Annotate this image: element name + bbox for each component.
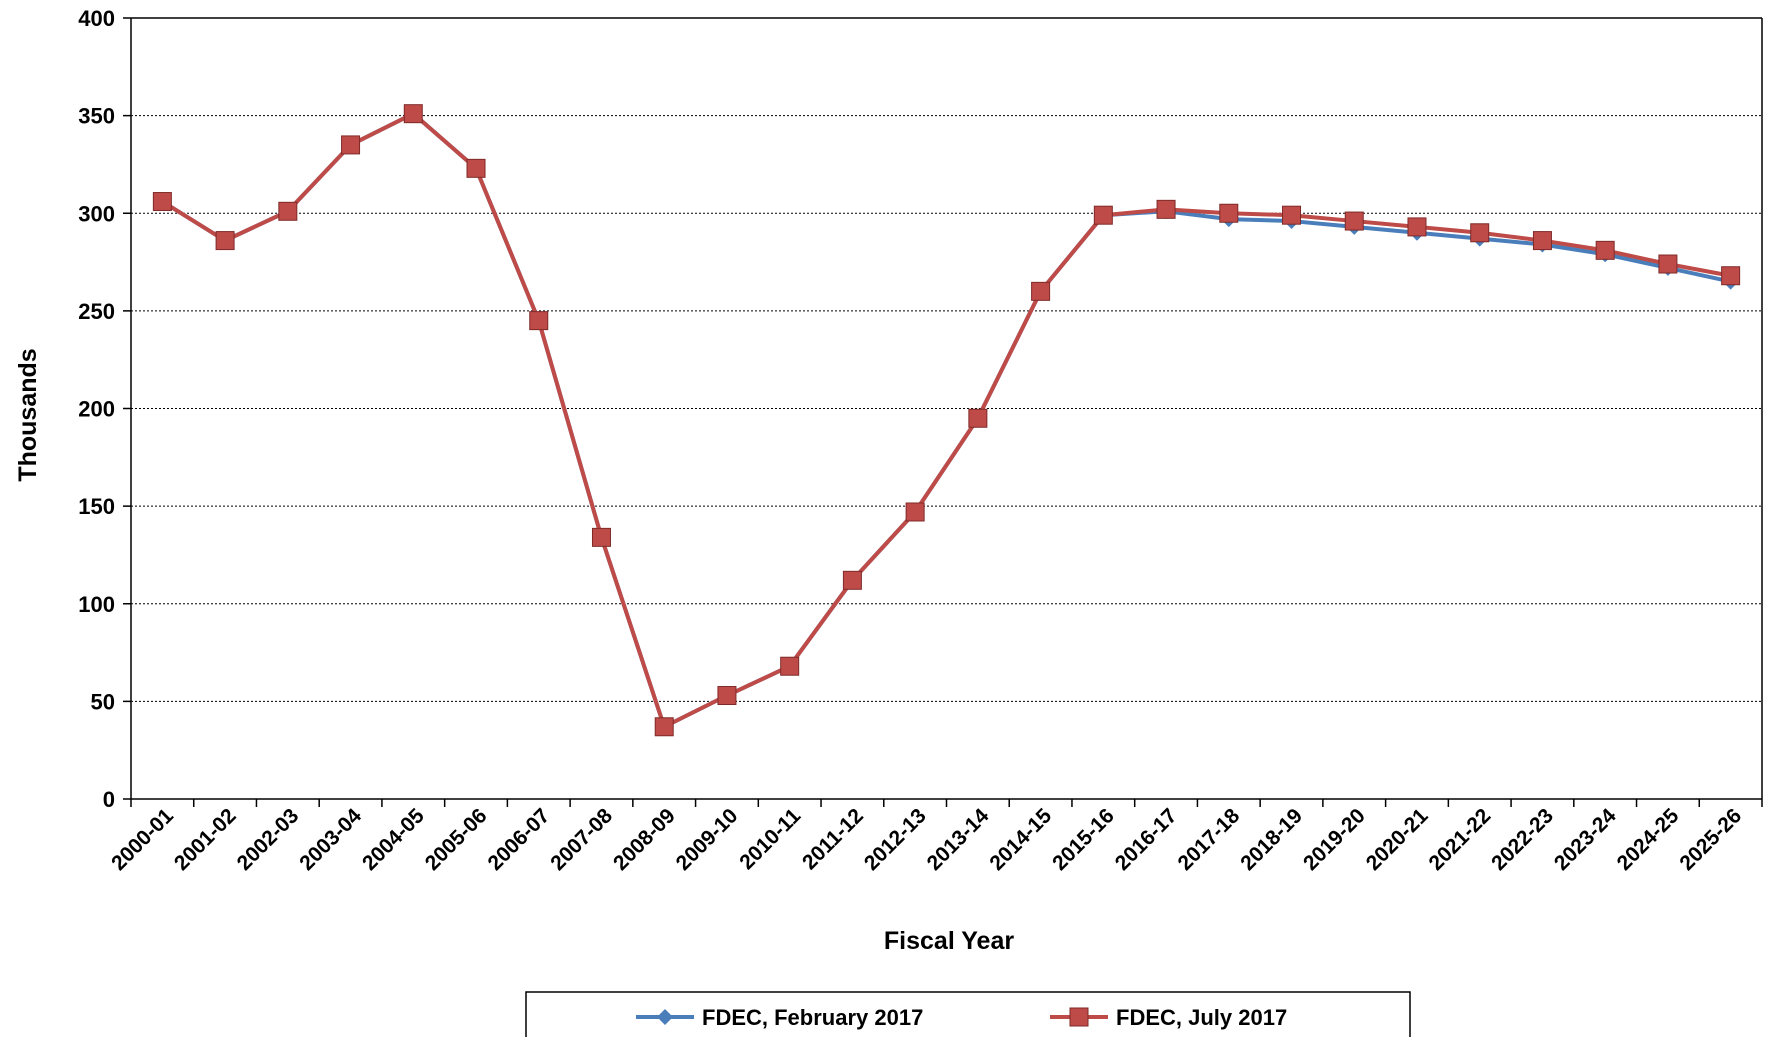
y-tick-label: 200	[78, 397, 115, 422]
data-point	[1344, 211, 1364, 231]
data-point	[1532, 231, 1552, 251]
data-point	[968, 408, 988, 428]
series-line	[161, 111, 1732, 729]
data-point	[1282, 205, 1302, 225]
data-point	[1031, 281, 1051, 301]
data-point	[654, 717, 674, 737]
y-tick-label: 400	[78, 6, 115, 31]
series-1	[154, 105, 1739, 735]
x-tick-label: 2015-16	[1048, 804, 1119, 875]
y-axis-ticks: 0 50 100 150 200 250 300 350 400	[78, 6, 131, 812]
series-group	[152, 104, 1741, 737]
y-tick-label: 250	[78, 299, 115, 324]
x-tick-label: 2007-08	[546, 804, 617, 875]
data-point	[466, 158, 486, 178]
x-tick-label: 2014-15	[985, 804, 1056, 875]
x-tick-label: 2017-18	[1174, 804, 1245, 875]
legend-box	[525, 991, 1411, 1037]
data-point	[842, 570, 862, 590]
data-point	[780, 656, 800, 676]
series-line	[161, 111, 1732, 729]
x-tick-label: 2018-19	[1236, 804, 1307, 875]
x-tick-label: 2023-24	[1550, 804, 1621, 875]
legend-item: FDEC, February 2017	[636, 1005, 923, 1030]
x-tick-label: 2004-05	[358, 804, 429, 875]
x-tick-label: 2011-12	[798, 804, 868, 874]
legend: FDEC, February 2017 FDEC, July 2017	[525, 991, 1411, 1037]
y-tick-label: 150	[78, 494, 115, 519]
legend-label: FDEC, February 2017	[702, 1005, 923, 1030]
data-point	[1721, 266, 1741, 286]
data-point	[341, 135, 361, 155]
data-point	[1219, 203, 1239, 223]
data-point	[529, 311, 549, 331]
x-tick-label: 2006-07	[484, 804, 555, 875]
x-tick-label: 2013-14	[923, 804, 994, 875]
x-tick-label: 2003-04	[295, 804, 366, 875]
gridlines	[131, 17, 1762, 702]
data-point	[717, 686, 737, 706]
x-axis-ticks: 2000-012001-022002-032003-042004-052005-…	[107, 799, 1763, 875]
data-point	[591, 527, 611, 547]
x-tick-label: 2025-26	[1675, 804, 1746, 875]
data-point	[403, 104, 423, 124]
x-tick-label: 2021-22	[1424, 804, 1495, 875]
data-point	[1658, 254, 1678, 274]
x-tick-label: 2002-03	[233, 804, 304, 875]
y-tick-label: 0	[103, 787, 115, 812]
x-axis-title: Fiscal Year	[884, 927, 1014, 955]
x-tick-label: 2016-17	[1111, 804, 1182, 875]
x-tick-label: 2001-02	[170, 804, 241, 875]
y-tick-label: 100	[78, 592, 115, 617]
series-2	[152, 104, 1741, 737]
x-tick-label: 2010-11	[735, 804, 805, 874]
data-point	[1093, 205, 1113, 225]
x-tick-label: 2000-01	[107, 804, 178, 875]
y-tick-label: 300	[78, 201, 115, 226]
legend-label: FDEC, July 2017	[1116, 1005, 1287, 1030]
data-point	[278, 201, 298, 221]
data-point	[1156, 199, 1176, 219]
x-tick-label: 2012-13	[860, 804, 931, 875]
x-tick-label: 2020-21	[1362, 804, 1433, 875]
x-tick-label: 2008-09	[609, 804, 680, 875]
data-point	[215, 231, 235, 251]
x-tick-label: 2009-10	[672, 804, 743, 875]
data-point	[657, 1009, 673, 1025]
y-tick-label: 50	[91, 689, 115, 714]
data-point	[905, 502, 925, 522]
legend-item: FDEC, July 2017	[1050, 1005, 1287, 1030]
data-point	[1470, 223, 1490, 243]
x-tick-label: 2022-23	[1487, 804, 1558, 875]
y-axis-title: Thousands	[14, 348, 42, 481]
data-point	[1407, 217, 1427, 237]
y-tick-label: 350	[78, 104, 115, 129]
x-tick-label: 2005-06	[421, 804, 492, 875]
x-tick-label: 2024-25	[1613, 804, 1684, 875]
data-point	[1595, 240, 1615, 260]
data-point	[1069, 1007, 1089, 1027]
data-point	[152, 192, 172, 212]
x-tick-label: 2019-20	[1299, 804, 1370, 875]
